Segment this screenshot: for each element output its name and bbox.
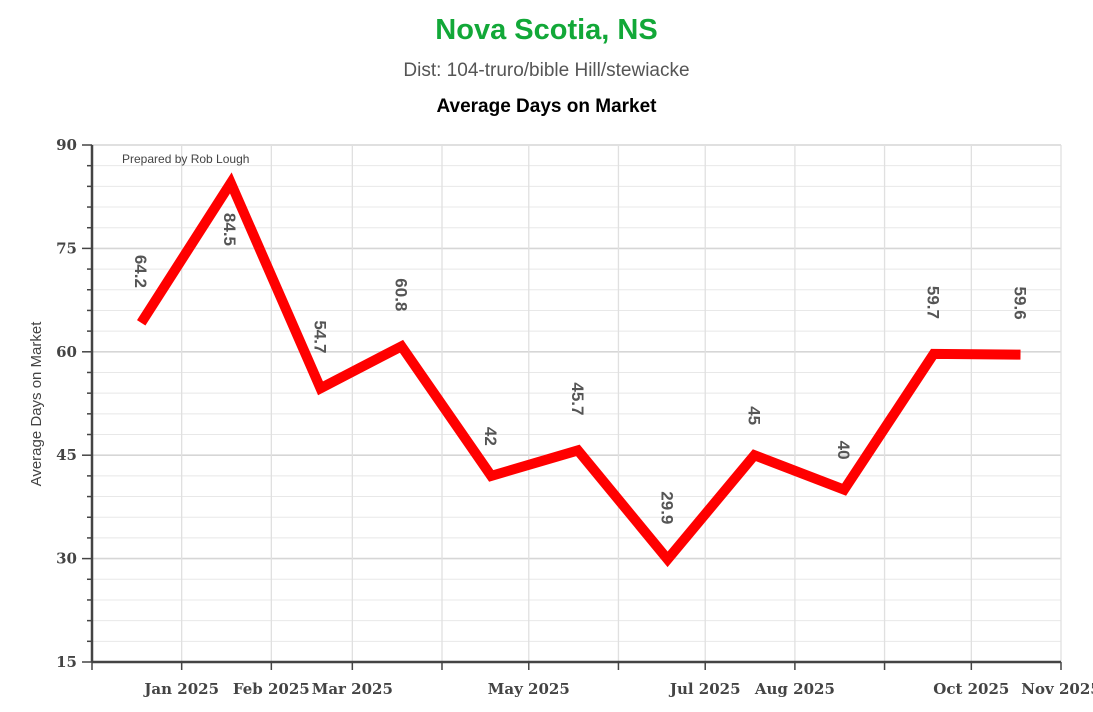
x-tick-label: May 2025 (488, 680, 570, 698)
y-tick-label: 45 (56, 446, 77, 464)
data-label: 45 (744, 406, 763, 425)
credit-text: Prepared by Rob Lough (122, 152, 249, 166)
series-line (136, 172, 1021, 568)
data-label: 60.8 (392, 278, 411, 311)
data-label: 64.2 (131, 255, 150, 288)
axes (82, 144, 1062, 670)
chart-subtitle: Dist: 104-truro/bible Hill/stewiacke (403, 60, 690, 81)
data-label: 45.7 (568, 382, 587, 415)
data-label: 42 (481, 427, 500, 446)
y-tick-label: 60 (56, 343, 77, 361)
y-tick-labels: 15 30 45 60 75 90 (56, 136, 77, 671)
data-label: 59.6 (1011, 287, 1030, 320)
chart-heading: Average Days on Market (436, 96, 657, 117)
data-labels: 64.2 84.5 54.7 60.8 42 45.7 29.9 45 40 59.7 59.6 (131, 213, 1029, 524)
data-label: 84.5 (220, 213, 239, 246)
chart-title: Nova Scotia, NS (435, 14, 658, 46)
x-tick-label: Nov 2025 (1021, 680, 1093, 698)
x-tick-label: Jul 2025 (668, 680, 741, 698)
y-tick-label: 75 (56, 239, 77, 257)
data-label: 29.9 (658, 491, 677, 524)
x-tick-labels: Jan 2025 Feb 2025 Mar 2025 May 2025 Jul 2025… (142, 680, 1093, 698)
data-label: 54.7 (311, 320, 330, 353)
x-tick-label: Aug 2025 (754, 680, 835, 698)
data-label: 40 (834, 441, 853, 460)
y-axis-label: Average Days on Market (28, 321, 45, 487)
grid-lines (91, 144, 1062, 663)
x-tick-label: Jan 2025 (142, 680, 219, 698)
data-label: 59.7 (924, 286, 943, 319)
y-tick-label: 30 (56, 550, 77, 568)
x-tick-label: Oct 2025 (933, 680, 1009, 698)
x-tick-label: Feb 2025 (233, 680, 310, 698)
y-tick-label: 15 (56, 653, 77, 671)
x-tick-label: Mar 2025 (312, 680, 393, 698)
series-group (136, 172, 1021, 568)
y-tick-label: 90 (56, 136, 77, 154)
